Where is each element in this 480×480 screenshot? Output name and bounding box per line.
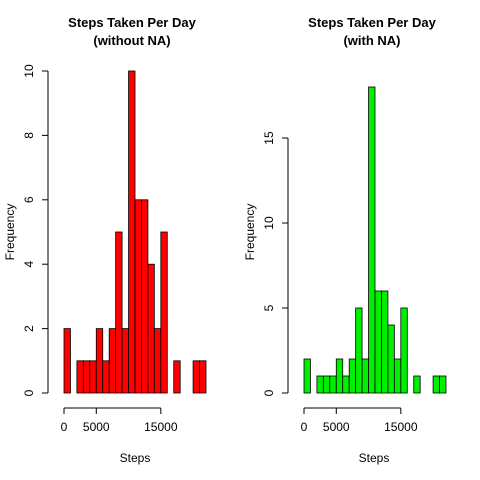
x-tick-label: 0 <box>61 420 68 434</box>
bars <box>303 86 447 394</box>
x-axis-label: Steps <box>359 451 390 465</box>
y-tick-label: 0 <box>262 389 276 396</box>
histogram-bar <box>355 307 363 394</box>
x-axis-label: Steps <box>120 451 151 465</box>
histogram-bar <box>173 360 181 394</box>
histogram-bar <box>128 70 136 394</box>
histogram-bar <box>153 328 162 394</box>
histogram-bar <box>121 328 129 394</box>
histogram-bar <box>335 358 344 394</box>
histogram-bar <box>439 375 447 394</box>
x-tick-label: 15000 <box>384 420 418 434</box>
histogram-bar <box>368 86 376 394</box>
bars <box>63 70 207 394</box>
histogram-bar <box>432 375 440 394</box>
histogram-bar <box>342 375 350 394</box>
x-tick-label: 0 <box>301 420 308 434</box>
x-tick-label: 15000 <box>144 420 178 434</box>
y-tick-label: 4 <box>22 261 36 268</box>
histogram-bar <box>160 231 168 394</box>
histogram-bar <box>108 328 117 394</box>
histogram-bar <box>134 199 142 394</box>
histogram-bar <box>316 375 324 394</box>
histogram-without-na: Steps Taken Per Day (without NA) Steps F… <box>3 15 207 465</box>
y-tick-label: 10 <box>22 64 36 78</box>
y-tick-label: 15 <box>262 131 276 145</box>
histogram-bar <box>141 199 149 394</box>
chart-title-line2: (without NA) <box>93 33 170 48</box>
histogram-bar <box>413 375 421 394</box>
histogram-bar <box>374 290 382 394</box>
histogram-bar <box>63 328 71 394</box>
x-axis: 0 5000 15000 <box>61 407 178 434</box>
histogram-bar <box>322 375 331 394</box>
x-tick-label: 5000 <box>323 420 350 434</box>
x-tick-label: 5000 <box>83 420 110 434</box>
histogram-bar <box>89 360 97 394</box>
histogram-bar <box>348 358 357 394</box>
y-axis-label: Frequency <box>3 204 17 261</box>
histogram-bar <box>76 360 84 394</box>
histogram-bar <box>192 360 200 394</box>
histogram-bar <box>381 290 389 394</box>
histogram-bar <box>82 360 91 394</box>
histogram-bar <box>329 375 337 394</box>
y-tick-label: 5 <box>262 304 276 311</box>
y-axis: 0 2 4 6 8 10 <box>22 64 49 396</box>
chart-title-line1: Steps Taken Per Day <box>68 15 196 30</box>
y-tick-label: 10 <box>262 216 276 230</box>
histogram-bar <box>199 360 207 394</box>
x-axis: 0 5000 15000 <box>301 407 418 434</box>
y-axis: 0 5 10 15 <box>262 131 289 396</box>
histogram-bar <box>95 328 104 394</box>
y-axis-label: Frequency <box>243 204 257 261</box>
histogram-bar <box>393 358 402 394</box>
histogram-bar <box>400 307 408 394</box>
histogram-bar <box>303 358 311 394</box>
chart-title-line2: (with NA) <box>343 33 400 48</box>
y-tick-label: 6 <box>22 196 36 203</box>
histogram-bar <box>102 360 110 394</box>
histogram-with-na: Steps Taken Per Day (with NA) Steps Freq… <box>243 15 447 465</box>
y-tick-label: 0 <box>22 389 36 396</box>
chart-title-line1: Steps Taken Per Day <box>308 15 436 30</box>
histogram-bar <box>387 324 395 394</box>
histogram-bar <box>115 231 123 394</box>
histogram-bar <box>361 358 369 394</box>
y-tick-label: 8 <box>22 132 36 139</box>
y-tick-label: 2 <box>22 325 36 332</box>
histogram-bar <box>147 263 155 394</box>
